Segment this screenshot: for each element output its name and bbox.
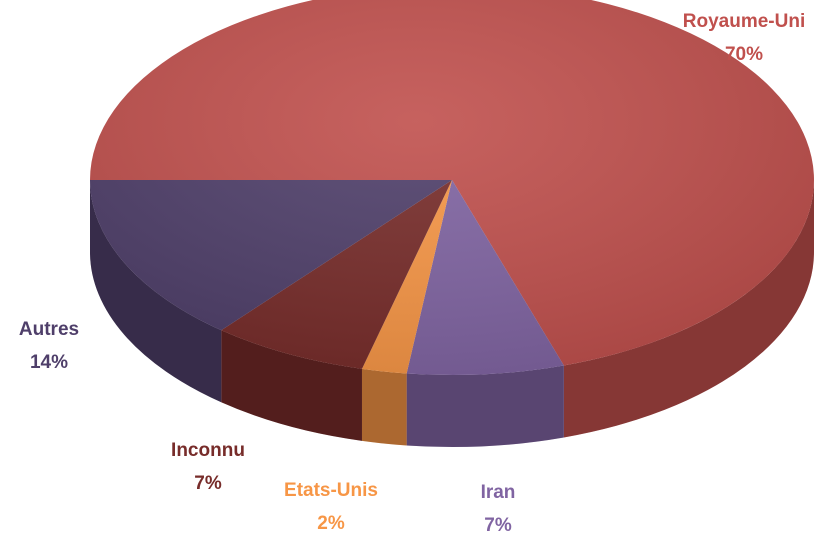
slice-side xyxy=(406,365,564,448)
slice-side-shade xyxy=(563,180,814,438)
slice-label: Royaume-Uni xyxy=(683,11,805,32)
slice-label: Etats-Unis xyxy=(284,480,378,501)
slice-side-shade xyxy=(89,180,222,403)
slice-side-shade xyxy=(221,330,362,441)
slice-value-label: 14% xyxy=(30,352,68,373)
slice-side xyxy=(361,368,407,446)
slice-side-shade xyxy=(406,365,564,448)
slice-label: Iran xyxy=(481,482,516,503)
slice-side xyxy=(563,180,814,438)
slice-label: Inconnu xyxy=(171,440,245,461)
slice-label: Autres xyxy=(19,319,79,340)
top-shine xyxy=(90,0,814,375)
slice-value-label: 2% xyxy=(317,513,345,534)
slice-value-label: 7% xyxy=(484,515,512,536)
slice-side xyxy=(89,180,222,403)
slice-value-label: 70% xyxy=(725,44,763,65)
slice-side-shade xyxy=(361,368,407,446)
slice-side xyxy=(221,330,362,441)
slice-value-label: 7% xyxy=(194,473,222,494)
